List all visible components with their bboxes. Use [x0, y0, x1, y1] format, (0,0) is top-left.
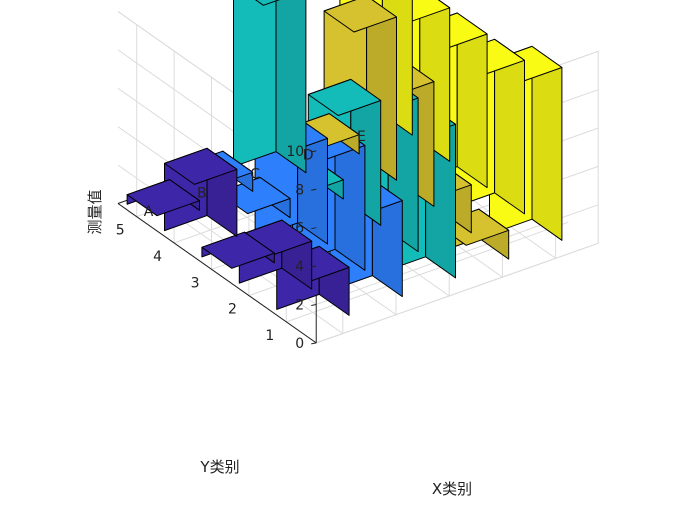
bars-layer — [126, 0, 563, 316]
y-axis-label: Y类别 — [199, 458, 239, 476]
x-tick-label: C — [250, 167, 260, 183]
z-axis-label: 测量值 — [86, 189, 104, 234]
z-tick-label: 10 — [286, 144, 304, 160]
z-tick-label: 8 — [295, 182, 304, 198]
x-axis-label: X类别 — [432, 480, 472, 498]
z-tick-mark — [311, 150, 317, 153]
z-tick-mark — [311, 265, 317, 268]
y-tick-label: 3 — [191, 275, 200, 291]
y-tick-label: 1 — [265, 328, 274, 344]
x-tick-label: E — [357, 129, 366, 145]
z-tick-mark — [311, 227, 317, 230]
z-tick-mark — [311, 188, 317, 191]
x-tick-label: D — [303, 148, 314, 164]
bar-A-5 — [126, 179, 200, 217]
y-tick-label: 5 — [116, 223, 125, 239]
bar-A-4 — [164, 147, 238, 237]
x-tick-label: B — [197, 185, 207, 201]
z-tick-label: 2 — [295, 297, 304, 313]
z-tick-mark — [311, 342, 317, 345]
z-tick-mark — [311, 303, 317, 306]
z-tick-label: 0 — [295, 336, 304, 352]
y-tick-label: 4 — [153, 249, 162, 265]
y-tick-label: 2 — [228, 302, 237, 318]
bar-A-3 — [201, 231, 275, 269]
x-tick-label: A — [144, 204, 154, 220]
z-tick-label: 4 — [295, 259, 304, 275]
y-axis-line — [117, 203, 317, 344]
bar-C-5 — [233, 0, 307, 174]
z-tick-label: 6 — [295, 221, 304, 237]
